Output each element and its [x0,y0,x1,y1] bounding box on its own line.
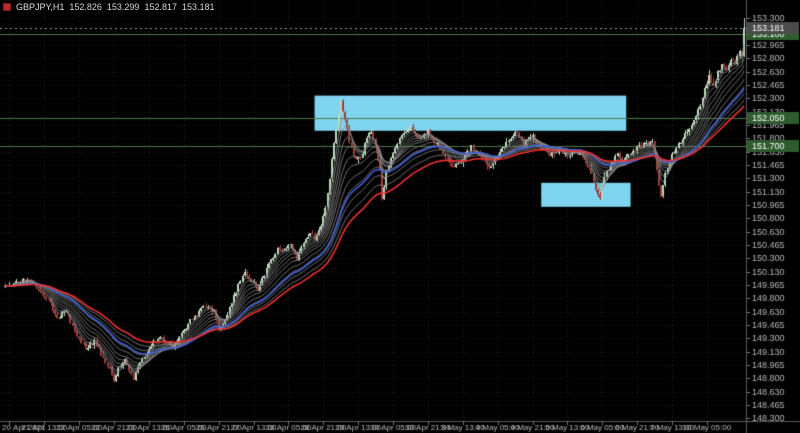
chart-window: GBPJPY,H1 152.826 153.299 152.817 153.18… [0,0,800,433]
price-chart-canvas[interactable] [0,0,800,433]
